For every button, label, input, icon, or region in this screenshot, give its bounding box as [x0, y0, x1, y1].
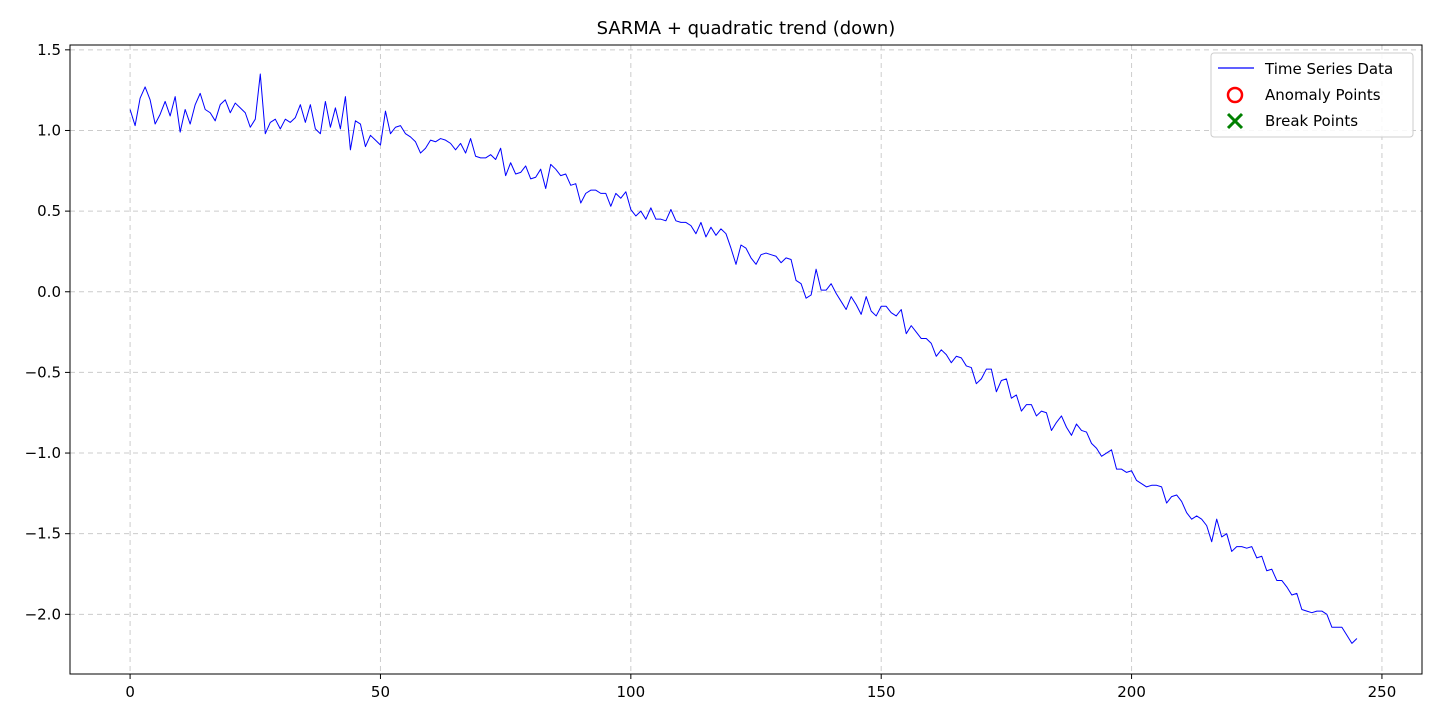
- x-tick-label: 250: [1368, 683, 1397, 701]
- grid: [70, 45, 1422, 674]
- y-tick-label: 0.5: [37, 202, 61, 220]
- legend: Time Series Data Anomaly Points Break Po…: [1210, 52, 1414, 138]
- legend-box: [1210, 52, 1414, 138]
- y-tick-label: 1.5: [37, 41, 61, 59]
- series-line-time-series-data: [129, 73, 1358, 644]
- y-tick-label: −1.5: [25, 525, 61, 543]
- x-tick-label: 150: [867, 683, 896, 701]
- y-tick-label: 1.0: [37, 121, 61, 139]
- legend-circle-marker: [1226, 86, 1244, 104]
- series-layer: [129, 73, 1358, 644]
- x-tick-label: 100: [617, 683, 646, 701]
- y-tick-label: −1.0: [25, 444, 61, 462]
- legend-label-time-series: Time Series Data: [1264, 60, 1393, 78]
- x-tick-label: 200: [1117, 683, 1146, 701]
- legend-label-break-points: Break Points: [1265, 112, 1358, 130]
- chart-title: SARMA + quadratic trend (down): [597, 18, 896, 39]
- legend-x-marker: [1226, 112, 1244, 130]
- y-tick-label: −0.5: [25, 363, 61, 381]
- plot-frame: [69, 44, 1423, 675]
- axes: 0 50 100 150 200 250 1.5 1.0 0.5 0.0 −0.5 −1.0 −1.5 −…: [25, 41, 1397, 701]
- y-tick-label: −2.0: [25, 605, 61, 623]
- legend-label-anomaly-points: Anomaly Points: [1265, 86, 1381, 104]
- x-tick-label: 0: [125, 683, 135, 701]
- x-tick-label: 50: [371, 683, 390, 701]
- y-tick-label: 0.0: [37, 283, 61, 301]
